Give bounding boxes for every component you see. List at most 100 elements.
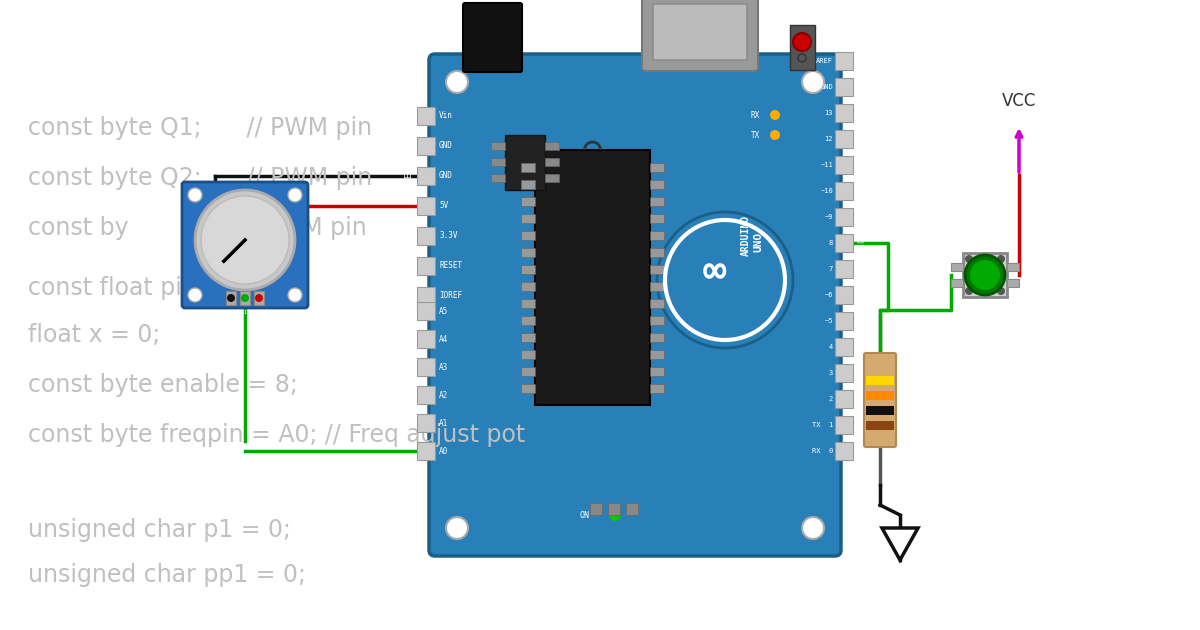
Circle shape [288, 188, 302, 202]
Text: ~10: ~10 [821, 188, 833, 194]
Bar [835, 390, 853, 408]
Bar [866, 376, 894, 385]
Circle shape [446, 71, 468, 93]
Bar [835, 312, 853, 330]
Circle shape [997, 255, 1006, 263]
Bar [650, 197, 664, 206]
FancyBboxPatch shape [964, 253, 1007, 297]
Text: AREF: AREF [816, 58, 833, 64]
Text: GND: GND [439, 171, 452, 181]
Text: A4: A4 [439, 335, 449, 343]
Text: RX: RX [751, 110, 760, 120]
Circle shape [965, 287, 973, 295]
Text: 3.3V: 3.3V [439, 231, 457, 241]
Text: 8: 8 [829, 240, 833, 246]
FancyBboxPatch shape [642, 0, 758, 71]
Bar [835, 104, 853, 122]
Bar [491, 174, 505, 182]
Bar [521, 350, 535, 359]
Bar [866, 391, 894, 400]
Text: float x = 0;: float x = 0; [28, 323, 161, 347]
Bar [650, 163, 664, 172]
Text: ~5: ~5 [824, 318, 833, 324]
Bar [226, 291, 236, 305]
Bar [521, 265, 535, 274]
Text: const byte enable = 8;: const byte enable = 8; [28, 373, 298, 397]
Bar [521, 180, 535, 189]
Circle shape [446, 517, 468, 539]
Bar [650, 299, 664, 308]
FancyBboxPatch shape [653, 4, 746, 60]
Circle shape [802, 71, 824, 93]
Text: TX  1: TX 1 [811, 422, 833, 428]
Bar [418, 302, 436, 320]
Text: unsigned char pp1 = 0;: unsigned char pp1 = 0; [28, 563, 306, 587]
FancyBboxPatch shape [182, 182, 308, 308]
Bar [491, 158, 505, 166]
Bar [418, 227, 436, 245]
Text: RX  0: RX 0 [811, 448, 833, 454]
Bar [418, 442, 436, 460]
Bar [608, 503, 620, 515]
Bar [650, 350, 664, 359]
Bar [418, 167, 436, 185]
Text: A1: A1 [439, 418, 449, 428]
Text: ~9: ~9 [824, 214, 833, 220]
Text: 12: 12 [824, 136, 833, 142]
Bar [254, 291, 264, 305]
FancyBboxPatch shape [463, 3, 522, 72]
Text: unsigned char p1 = 0;: unsigned char p1 = 0; [28, 518, 290, 542]
FancyBboxPatch shape [864, 353, 896, 447]
Text: ∞: ∞ [703, 253, 726, 291]
Bar [418, 107, 436, 125]
Bar [418, 330, 436, 348]
Text: const byte freqpin = A0; // Freq adjust pot: const byte freqpin = A0; // Freq adjust … [28, 423, 526, 447]
Text: UNO: UNO [754, 232, 763, 252]
Bar [650, 384, 664, 393]
Bar [521, 282, 535, 291]
FancyBboxPatch shape [535, 150, 650, 405]
Bar [521, 299, 535, 308]
Circle shape [194, 190, 295, 290]
Bar [1007, 263, 1019, 271]
Bar [952, 279, 964, 287]
Bar [835, 52, 853, 70]
Text: A5: A5 [439, 307, 449, 316]
Bar [650, 333, 664, 342]
Bar [626, 503, 638, 515]
Text: A2: A2 [439, 391, 449, 399]
Bar [418, 358, 436, 376]
Bar [590, 503, 602, 515]
Text: VCC: VCC [1002, 92, 1036, 110]
Text: 7: 7 [829, 266, 833, 272]
Bar [650, 231, 664, 240]
Bar [952, 263, 964, 271]
Bar [418, 386, 436, 404]
Text: RESET: RESET [439, 261, 462, 270]
Bar [835, 416, 853, 434]
Bar [521, 316, 535, 325]
Text: GND: GND [439, 142, 452, 151]
Text: const float pi = 3.1415;: const float pi = 3.1415; [28, 276, 307, 300]
Bar [521, 163, 535, 172]
Circle shape [965, 255, 973, 263]
Circle shape [770, 130, 780, 140]
Text: GND SIG VCC: GND SIG VCC [226, 310, 266, 315]
Text: ARDUINO: ARDUINO [742, 214, 751, 256]
Text: ANALOG: ANALOG [404, 360, 414, 390]
Circle shape [658, 212, 793, 348]
Text: TX: TX [751, 130, 760, 139]
Circle shape [256, 294, 263, 302]
Bar [835, 130, 853, 148]
Circle shape [965, 255, 1006, 295]
Circle shape [202, 196, 289, 284]
Bar [521, 231, 535, 240]
Bar [835, 286, 853, 304]
Text: IOREF: IOREF [439, 292, 462, 301]
Text: 5V: 5V [439, 202, 449, 210]
FancyBboxPatch shape [505, 135, 545, 190]
Text: 4: 4 [829, 344, 833, 350]
Bar [521, 384, 535, 393]
Text: const byte Q2;      // PWM pin: const byte Q2; // PWM pin [28, 166, 372, 190]
Bar [650, 248, 664, 257]
